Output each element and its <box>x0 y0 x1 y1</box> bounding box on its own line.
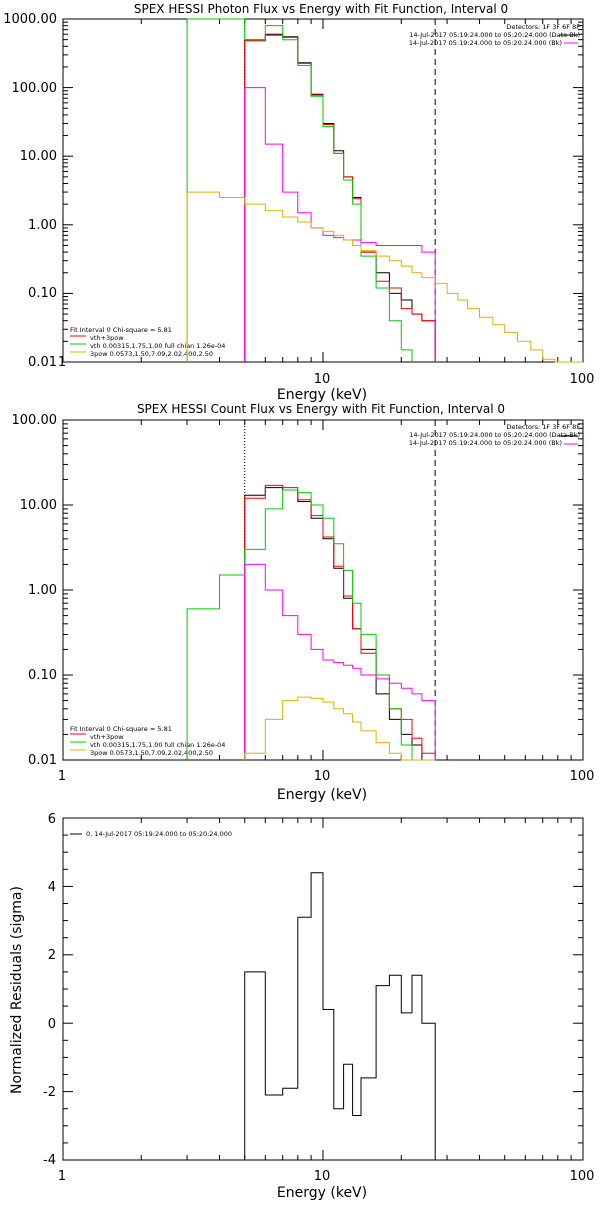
fit-interval-info: Fit Interval 0 Chi-square = 5.81 <box>70 725 172 733</box>
fit-legend-3pow: 3pow 0.0573,1.50,7.09,2.02,400,2.50 <box>90 749 213 757</box>
series-line <box>186 18 413 362</box>
x-tick-label: 100 <box>570 372 595 387</box>
y-tick-label: 1.00 <box>28 583 57 598</box>
y-tick-label: 0.10 <box>28 668 57 683</box>
y-tick-label: -4 <box>43 1153 56 1168</box>
fit-legend-vth: vth 0.00315,1.75,1.00 full chian 1.26e-0… <box>90 342 225 350</box>
background-interval-info: 14-Jul-2017 05:19:24.000 to 05:20:24.000… <box>409 39 562 47</box>
y-tick-label: 100.00 <box>12 413 58 428</box>
photon-flux-panel: SPEX HESSI Photon Flux vs Energy with Fi… <box>3 2 594 403</box>
series-line <box>244 33 436 362</box>
count-flux-panel: SPEX HESSI Count Flux vs Energy with Fit… <box>12 402 595 803</box>
y-tick-label: 2 <box>48 948 56 963</box>
plot-frame <box>62 18 584 363</box>
x-tick-label: 10 <box>314 1169 331 1184</box>
detector-info: Detectors: 1F 3F 6F 8F <box>506 423 580 431</box>
y-tick-label: 0 <box>48 1017 56 1032</box>
fit-legend-total: vth+3pow <box>90 334 124 342</box>
y-tick-label: 10.00 <box>20 498 57 513</box>
y-tick-label: 0.10 <box>28 286 57 301</box>
x-tick-label: 100 <box>570 769 595 784</box>
y-tick-label: 4 <box>48 880 56 895</box>
series-line <box>244 484 436 760</box>
x-tick-label: 1 <box>58 769 66 784</box>
fit-legend-3pow: 3pow 0.0573,1.50,7.09,2.02,400,2.50 <box>90 350 213 358</box>
y-axis-label: Normalized Residuals (sigma) <box>9 886 25 1094</box>
series-line <box>244 872 436 1160</box>
x-tick-label: 1 <box>58 1169 66 1184</box>
y-tick-label: -2 <box>43 1085 56 1100</box>
series-line <box>186 489 413 760</box>
detector-info: Detectors: 1F 3F 6F 8F <box>506 23 580 31</box>
chart-title: SPEX HESSI Count Flux vs Energy with Fit… <box>137 402 505 416</box>
y-tick-label: 1000.00 <box>3 12 57 27</box>
plot-frame <box>62 419 584 761</box>
data-interval-info: 14-Jul-2017 05:19:24.000 to 05:20:24.000… <box>409 31 580 39</box>
x-tick-label: 10 <box>314 372 331 387</box>
y-tick-label: 0.01 <box>28 753 57 768</box>
chart-title: SPEX HESSI Photon Flux vs Energy with Fi… <box>134 2 508 16</box>
x-tick-label: 10 <box>314 769 331 784</box>
y-tick-label: 1.00 <box>28 218 57 233</box>
fit-legend-vth: vth 0.00315,1.75,1.00 full chian 1.26e-0… <box>90 741 225 749</box>
data-interval-info: 14-Jul-2017 05:19:24.000 to 05:20:24.000… <box>409 431 580 439</box>
x-axis-label: Energy (keV) <box>277 387 367 403</box>
x-axis-label: Energy (keV) <box>277 1185 367 1200</box>
x-axis-label: Energy (keV) <box>277 787 367 803</box>
background-interval-info: 14-Jul-2017 05:19:24.000 to 05:20:24.000… <box>409 439 562 447</box>
y-tick-label: 100.00 <box>12 81 58 96</box>
fit-legend-total: vth+3pow <box>90 733 124 741</box>
y-tick-label: 6 <box>48 812 56 827</box>
legend-entry: 0, 14-Jul-2017 05:19:24.000 to 05:20:24.… <box>86 830 232 838</box>
residuals-panel: 1 10 100 -4 -2 0 2 4 6 Energy (keV) Norm… <box>9 812 595 1201</box>
series-line <box>244 696 436 761</box>
series-line <box>244 87 436 362</box>
fit-interval-info: Fit Interval 0 Chi-square = 5.81 <box>70 326 172 334</box>
series-line <box>186 191 583 363</box>
x-tick-label: 1 <box>58 355 66 370</box>
y-tick-label: 10.00 <box>20 149 57 164</box>
series-line <box>244 34 436 362</box>
x-tick-label: 100 <box>570 1169 595 1184</box>
y-tick-label: 0.01 <box>28 355 57 370</box>
series-line <box>244 563 436 760</box>
